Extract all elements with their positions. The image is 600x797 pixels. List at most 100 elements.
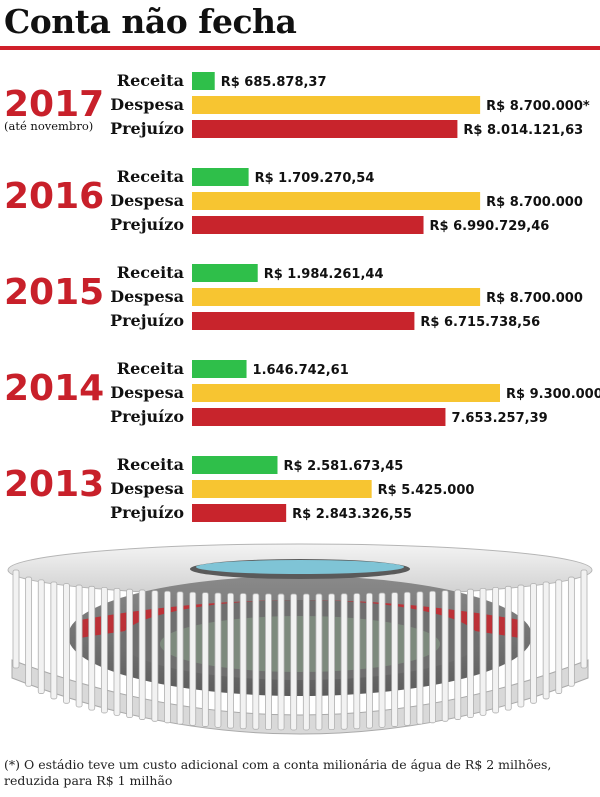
value-label: R$ 685.878,37: [221, 75, 327, 90]
stadium-column: [164, 590, 171, 724]
row-label-prejuízo: Prejuízo: [110, 215, 184, 234]
stadium-column: [378, 592, 386, 728]
year-label: 2015: [4, 272, 104, 313]
bar-receita: [192, 168, 249, 186]
stadium-column: [100, 586, 108, 714]
page-title: Conta não fecha: [4, 2, 297, 41]
stadium-column: [416, 591, 424, 725]
stadium-column: [517, 584, 525, 708]
value-label: R$ 1.709.270,54: [255, 171, 375, 186]
value-label: R$ 8.014.121,63: [463, 123, 583, 138]
stadium-column: [555, 579, 563, 694]
stadium-column: [429, 590, 436, 724]
bar-receita: [192, 456, 278, 474]
stadium-column: [214, 592, 222, 728]
row-label-despesa: Despesa: [110, 287, 184, 306]
bar-receita: [192, 72, 215, 90]
stadium-column: [252, 593, 260, 730]
value-label: R$ 2.581.673,45: [284, 459, 404, 474]
stadium-column: [12, 569, 20, 669]
value-label: 1.646.742,61: [253, 363, 349, 378]
value-label: R$ 8.700.000: [486, 291, 583, 306]
stadium-column: [441, 590, 449, 722]
row-label-prejuízo: Prejuízo: [110, 119, 184, 138]
stadium-column: [189, 591, 197, 726]
bar-receita: [192, 360, 247, 378]
stadium-column: [403, 591, 411, 726]
stadium-column: [37, 579, 45, 694]
stadium-column: [75, 584, 83, 708]
stadium-column: [366, 592, 373, 729]
bar-prejuízo: [192, 120, 458, 138]
bar-despesa: [192, 96, 481, 114]
row-label-receita: Receita: [117, 263, 184, 282]
bar-despesa: [192, 192, 481, 210]
stadium-column: [227, 592, 234, 729]
stadium-column: [466, 588, 474, 718]
bar-despesa: [192, 384, 500, 402]
stadium-column: [302, 593, 310, 731]
row-label-prejuízo: Prejuízo: [110, 311, 184, 330]
year-label: 2014: [4, 368, 104, 409]
stadium-column: [265, 593, 272, 731]
bar-chart: 2017(até novembro) Receita R$ 685.878,37 De…: [4, 71, 600, 522]
value-label: R$ 9.300.000: [506, 387, 600, 402]
stadium-column: [328, 593, 335, 731]
bar-prejuízo: [192, 408, 446, 426]
stadium-column: [492, 586, 500, 714]
row-label-prejuízo: Prejuízo: [110, 503, 184, 522]
row-label-receita: Receita: [117, 71, 184, 90]
stadium-column: [567, 576, 575, 687]
bar-despesa: [192, 288, 481, 306]
stadium-column: [176, 591, 184, 725]
stadium-illustration: [7, 543, 593, 735]
row-label-receita: Receita: [117, 167, 184, 186]
stadium-column: [542, 581, 550, 700]
stadium-column: [113, 587, 121, 716]
stadium-column: [126, 588, 133, 718]
stadium-column: [50, 581, 58, 700]
stadium-column: [353, 593, 361, 730]
stadium-column: [290, 593, 298, 731]
year-label: 2016: [4, 176, 104, 217]
stadium-column: [25, 576, 33, 687]
stadium-column: [504, 585, 512, 711]
bar-prejuízo: [192, 504, 287, 522]
value-label: R$ 1.984.261,44: [264, 267, 384, 282]
stadium-column: [391, 592, 399, 727]
bar-prejuízo: [192, 216, 424, 234]
value-label: R$ 5.425.000: [378, 483, 475, 498]
row-label-prejuízo: Prejuízo: [110, 407, 184, 426]
title-rule: [0, 46, 600, 50]
value-label: R$ 8.700.000: [486, 195, 583, 210]
stadium-column: [151, 590, 159, 722]
value-label: R$ 2.843.326,55: [292, 507, 412, 522]
stadium-column: [580, 569, 588, 669]
row-label-receita: Receita: [117, 455, 184, 474]
stadium-column: [530, 583, 537, 704]
footnote: (*) O estádio teve um custo adicional co…: [4, 757, 552, 788]
bar-despesa: [192, 480, 372, 498]
stadium-column: [201, 592, 209, 727]
bar-receita: [192, 264, 258, 282]
stadium-column: [277, 593, 285, 731]
stadium-column: [239, 593, 247, 730]
year-note: (até novembro): [4, 119, 93, 133]
row-label-despesa: Despesa: [110, 479, 184, 498]
stadium-column: [340, 593, 348, 730]
value-label: R$ 6.715.738,56: [420, 315, 540, 330]
value-label: R$ 8.700.000*: [486, 99, 590, 114]
stadium-column: [315, 593, 323, 731]
row-label-despesa: Despesa: [110, 191, 184, 210]
stadium-column: [88, 585, 96, 711]
stadium-column: [138, 589, 146, 720]
value-label: R$ 6.990.729,46: [430, 219, 550, 234]
bar-prejuízo: [192, 312, 415, 330]
year-label: 2017: [4, 84, 104, 125]
stadium-column: [479, 587, 487, 716]
row-label-receita: Receita: [117, 359, 184, 378]
row-label-despesa: Despesa: [110, 95, 184, 114]
stadium-column: [63, 583, 70, 704]
row-label-despesa: Despesa: [110, 383, 184, 402]
value-label: 7.653.257,39: [451, 411, 547, 426]
